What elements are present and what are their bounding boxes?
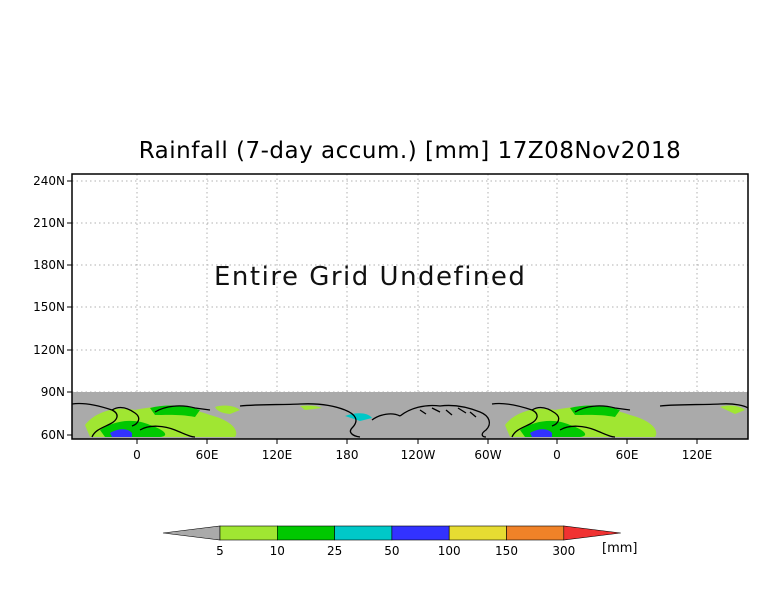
x-tick-label: 0: [553, 448, 561, 462]
legend-swatch: [276, 525, 335, 541]
legend-swatch: [334, 525, 393, 541]
legend-under-triangle: [162, 525, 221, 541]
legend-label: 10: [270, 544, 285, 558]
y-tick-label: 180N: [33, 258, 65, 272]
rain-patch-atlantic-core: [110, 429, 132, 437]
x-tick-label: 60W: [474, 448, 501, 462]
legend-label: 300: [552, 544, 575, 558]
x-axis: 0 60E 120E 180 120W 60W 0 60E 120E: [133, 439, 712, 462]
y-tick-label: 60N: [41, 428, 65, 442]
x-tick-label: 120E: [262, 448, 293, 462]
legend-label: 150: [495, 544, 518, 558]
y-tick-label: 120N: [33, 343, 65, 357]
map-title: Rainfall (7-day accum.) [mm] 17Z08Nov201…: [138, 138, 682, 164]
x-tick-label: 180: [336, 448, 359, 462]
rain-patch-pacific: [300, 405, 322, 410]
rain-patches: [85, 405, 745, 437]
undefined-grid-message: Entire Grid Undefined: [214, 262, 527, 292]
x-tick-label: 60E: [616, 448, 639, 462]
x-tick-label: 120W: [401, 448, 436, 462]
grid-lines: [72, 174, 748, 393]
y-tick-label: 90N: [41, 385, 65, 399]
legend-swatch: [391, 525, 450, 541]
rain-patch-siberia: [215, 405, 240, 414]
legend-unit: [mm]: [602, 541, 638, 556]
coastlines: [71, 402, 749, 438]
y-tick-label: 240N: [33, 174, 65, 188]
rain-patch-atlantic-repeat-core: [530, 429, 552, 437]
x-tick-label: 120E: [682, 448, 713, 462]
legend-swatch: [448, 525, 507, 541]
rainfall-band: [71, 392, 749, 439]
legend-label: 25: [327, 544, 342, 558]
x-tick-label: 0: [133, 448, 141, 462]
legend-over-triangle: [563, 525, 621, 541]
y-tick-label: 150N: [33, 300, 65, 314]
rain-patch-east-repeat: [720, 405, 745, 414]
color-legend: 5 10 25 50 100 150 300: [162, 525, 621, 558]
y-tick-label: 210N: [33, 216, 65, 230]
legend-label: 50: [384, 544, 399, 558]
legend-label: 100: [438, 544, 461, 558]
y-axis: 240N 210N 180N 150N 120N 90N 60N: [33, 174, 72, 442]
x-tick-label: 60E: [196, 448, 219, 462]
legend-swatch: [219, 525, 278, 541]
legend-label: 5: [216, 544, 224, 558]
legend-swatch: [506, 525, 565, 541]
rain-patch-bering: [345, 413, 372, 421]
